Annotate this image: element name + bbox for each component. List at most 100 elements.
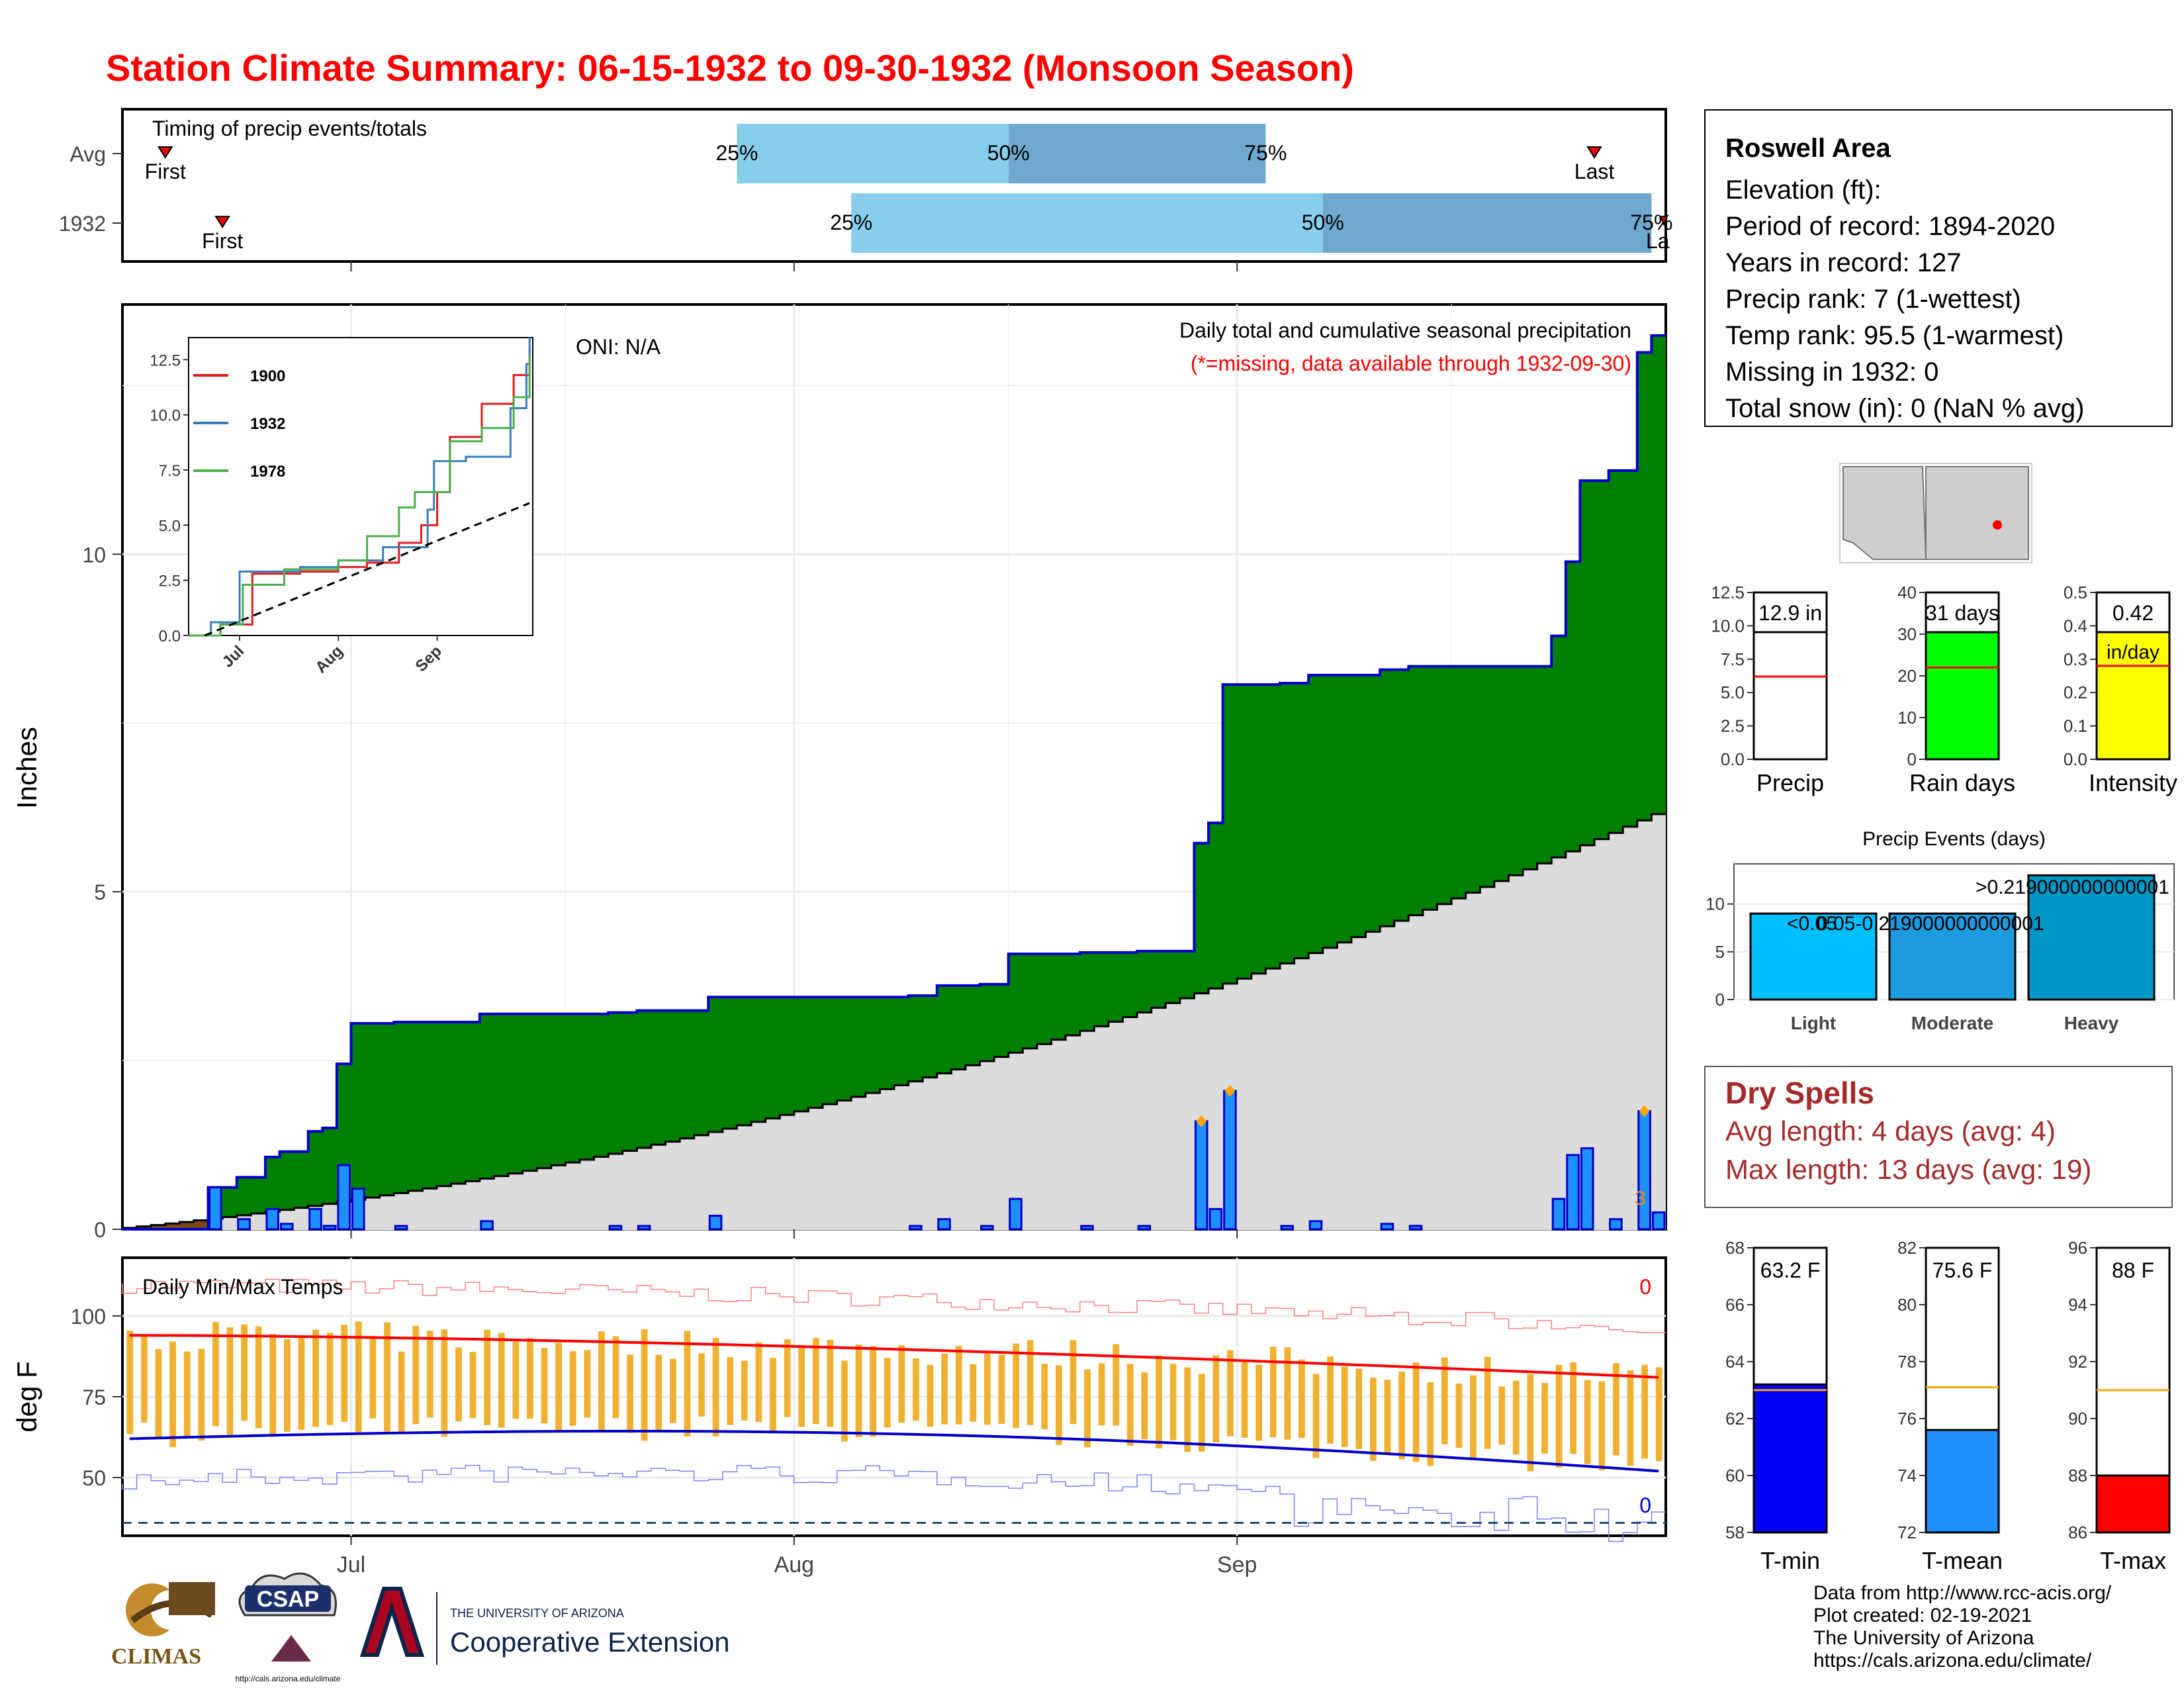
timing-bar-q2 — [737, 124, 1009, 183]
event-category-label: Moderate — [1911, 1013, 1993, 1033]
inset-y-tick-label: 12.5 — [150, 352, 181, 369]
daily-precip-bar — [351, 1188, 365, 1231]
daily-temp-bar — [1641, 1364, 1649, 1459]
summary-y-tick-label: 0.0 — [2064, 749, 2087, 769]
station-years: Years in record: 127 — [1725, 248, 1962, 277]
temp-summary-value: 88 F — [2112, 1258, 2154, 1282]
x-tick-label: Jul — [337, 1552, 365, 1577]
daily-temp-bar — [684, 1331, 691, 1437]
daily-temp-bar — [798, 1344, 805, 1427]
summary-y-tick-label: 12.5 — [1711, 583, 1745, 602]
record-marker — [1196, 1115, 1207, 1127]
max-count-label: 0 — [1639, 1275, 1651, 1299]
temp-panel: Daily Min/Max Temps 0 0 deg F 50 75 100 Jul… — [11, 1256, 1667, 1577]
timing-p50-label: 50% — [1302, 211, 1344, 234]
daily-precip-bar — [1609, 1218, 1623, 1231]
daily-temp-bar — [1570, 1362, 1577, 1454]
y-tick-label: 0 — [94, 1218, 106, 1242]
summary-unit-label: in/day — [2107, 641, 2160, 663]
daily-precip-bar — [1080, 1225, 1094, 1231]
daily-precip-bar — [208, 1186, 222, 1231]
daily-temp-bar — [1355, 1368, 1363, 1450]
timing-first-label: First — [145, 160, 186, 183]
summary-value-label: 12.9 in — [1758, 601, 1822, 625]
summary-bar-2 — [2095, 618, 2171, 761]
summary-value-box — [2095, 591, 2171, 633]
daily-temp-bar — [269, 1334, 277, 1436]
daily-temp-bar — [412, 1325, 420, 1425]
daily-temp-bar — [698, 1353, 705, 1417]
daily-temp-bar — [1026, 1340, 1034, 1425]
timing-label: Timing of precip events/totals — [152, 117, 427, 140]
timing-panel: Timing of precip events/totals 25% 50% 75%… — [59, 108, 1672, 271]
inset-y-tick-label: 2.5 — [159, 573, 181, 590]
daily-temp-bar — [884, 1358, 891, 1428]
inset-series-1978 — [189, 355, 531, 637]
daily-temp-bar — [1427, 1382, 1434, 1466]
summary-bar-1 — [1925, 629, 2000, 761]
daily-temp-bar — [598, 1331, 605, 1432]
daily-precip-bar — [480, 1220, 494, 1231]
temp-summary-y-tick-label: 94 — [2068, 1295, 2087, 1315]
temp-summary-y-tick-label: 86 — [2068, 1523, 2087, 1542]
daily-temp-bar — [1298, 1359, 1305, 1438]
temp-y-tick-label: 50 — [82, 1466, 106, 1490]
station-elevation: Elevation (ft): — [1725, 175, 1882, 205]
daily-temp-bar — [1412, 1362, 1420, 1462]
daily-precip-bar — [980, 1225, 994, 1231]
inset-y-tick-label: 0.0 — [159, 628, 181, 645]
ua-logo: THE UNIVERSITY OF ARIZONA Cooperative Ex… — [359, 1587, 730, 1665]
daily-temp-bar — [1169, 1364, 1177, 1440]
daily-temp-bar — [1470, 1375, 1477, 1458]
daily-temp-bar — [741, 1360, 748, 1421]
avg-min-line — [129, 1429, 1659, 1473]
temp-summary-bar-0 — [1752, 1383, 1828, 1534]
temp-summary-y-tick-label: 66 — [1725, 1295, 1745, 1315]
event-threshold-label: >0.219000000000001 — [1976, 876, 2169, 898]
temp-chart-label: Daily Min/Max Temps — [142, 1275, 343, 1299]
summary-value-label: 0.42 — [2113, 601, 2154, 625]
daily-temp-bar — [512, 1342, 520, 1419]
daily-temp-bar — [1284, 1347, 1291, 1440]
missing-count-label: 3 — [1635, 1188, 1646, 1209]
daily-temp-bar — [255, 1326, 262, 1429]
inset-average-line — [204, 502, 530, 637]
daily-temp-bar — [469, 1352, 477, 1419]
daily-precip-bar — [1408, 1225, 1423, 1231]
temp-summary-y-tick-label: 90 — [2068, 1409, 2087, 1429]
temp-summary-y-tick-label: 72 — [1897, 1523, 1917, 1542]
daily-temp-bar — [898, 1345, 905, 1423]
daily-precip-bar — [1137, 1225, 1152, 1231]
daily-precip-bar — [308, 1207, 322, 1231]
x-tick-label: Sep — [1217, 1552, 1257, 1577]
cumulative-average-line — [121, 813, 1666, 1229]
daily-temp-bar — [1555, 1364, 1563, 1468]
temp-y-tick-label: 100 — [71, 1305, 106, 1329]
temp-summary-label: T-mean — [1922, 1547, 2003, 1574]
daily-temp-bar — [1227, 1350, 1234, 1436]
inset-y-tick-label: 10.0 — [150, 407, 181, 425]
daily-temp-bar — [369, 1338, 377, 1419]
daily-temp-bar — [1541, 1383, 1548, 1454]
daily-precip-bar — [322, 1225, 337, 1231]
daily-temp-bar — [913, 1358, 919, 1421]
inset-legend-label: 1978 — [250, 463, 285, 481]
daily-temp-bar — [1655, 1367, 1662, 1462]
daily-temp-bar — [555, 1342, 562, 1431]
temp-summary-y-tick-label: 78 — [1897, 1352, 1917, 1372]
daily-temp-bar — [527, 1338, 533, 1419]
daily-temp-bar — [541, 1348, 548, 1424]
inset-legend-label: 1900 — [250, 367, 285, 385]
dry-spells-avg: Avg length: 4 days (avg: 4) — [1725, 1115, 2056, 1147]
temp-summary-y-tick-label: 62 — [1725, 1409, 1745, 1429]
daily-precip-bar — [1551, 1197, 1566, 1231]
daily-temp-bar — [1598, 1381, 1606, 1471]
daily-temp-bar — [126, 1331, 134, 1434]
cumulative-average-area — [122, 814, 1666, 1229]
daily-temp-bar — [1041, 1364, 1048, 1429]
summary-y-tick-label: 7.5 — [1721, 649, 1745, 669]
events-title: Precip Events (days) — [1862, 828, 2046, 850]
daily-temp-bar — [298, 1336, 305, 1430]
event-bar-moderate — [1888, 912, 2017, 1001]
daily-precip-bar — [237, 1218, 251, 1231]
